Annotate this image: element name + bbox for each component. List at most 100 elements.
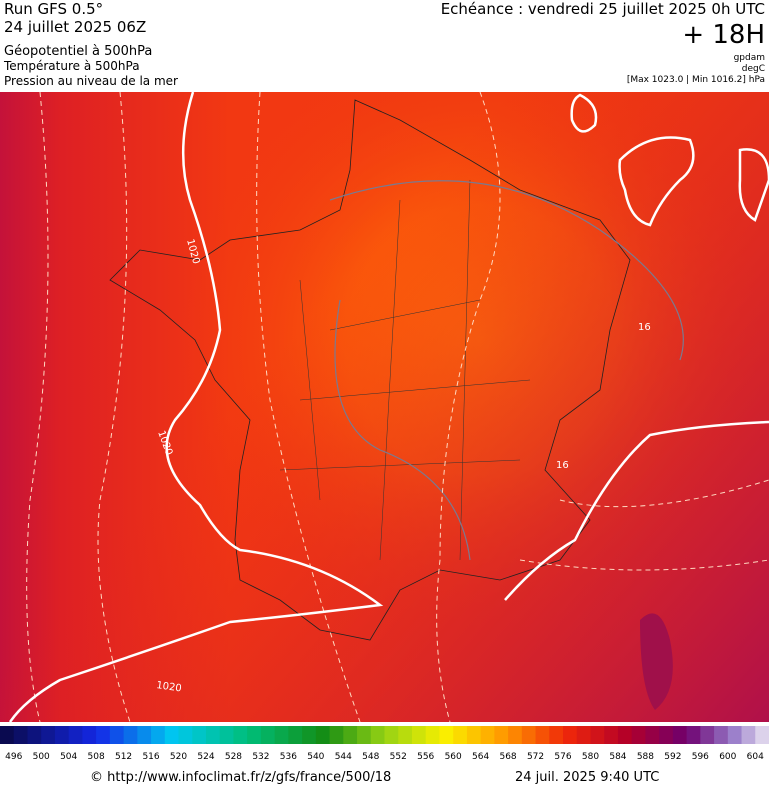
colorbar-swatch	[398, 726, 413, 744]
colorbar-swatch	[384, 726, 399, 744]
colorbar-swatch	[68, 726, 83, 744]
colorbar-swatch	[563, 726, 578, 744]
unit-2: degC	[742, 64, 765, 74]
colorbar-label: 508	[88, 752, 105, 762]
colorbar-swatch	[41, 726, 56, 744]
colorbar-label: 584	[609, 752, 626, 762]
colorbar-swatch	[315, 726, 331, 744]
colorbar-label: 520	[170, 752, 187, 762]
colorbar-swatch	[535, 726, 550, 744]
colorbar-swatch	[411, 726, 427, 744]
colorbar-swatch	[137, 726, 152, 744]
colorbar-swatch	[370, 726, 385, 744]
forecast-time: Echéance : vendredi 25 juillet 2025 0h U…	[441, 0, 765, 18]
colorbar-label: 564	[472, 752, 489, 762]
contour-label: 1020	[156, 680, 183, 694]
colorbar-swatch	[219, 726, 234, 744]
france-outline	[109, 99, 631, 641]
regions	[279, 179, 531, 561]
colorbar-swatch	[714, 726, 729, 744]
colorbar-swatch	[494, 726, 509, 744]
colorbar-label: 536	[280, 752, 297, 762]
colorbar-swatch	[508, 726, 523, 744]
colorbar-swatch	[549, 726, 564, 744]
colorbar-label: 504	[60, 752, 77, 762]
colorbar-swatch	[233, 726, 248, 744]
colorbar-swatch	[576, 726, 591, 744]
temperature-contours	[26, 92, 769, 722]
colorbar-swatch	[727, 726, 743, 744]
colorbar-label: 596	[692, 752, 709, 762]
colorbar-swatch	[686, 726, 701, 744]
colorbar-swatch	[672, 726, 688, 744]
colorbar-swatch	[617, 726, 633, 744]
unit-1: gpdam	[734, 53, 765, 63]
colorbar-label: 528	[225, 752, 242, 762]
geopotential-contours	[329, 180, 684, 561]
colorbar-label: 588	[637, 752, 654, 762]
pressure-contour	[570, 93, 598, 133]
header: Run GFS 0.5° 24 juillet 2025 06Z Géopote…	[3, 0, 765, 88]
contour-label: 16	[638, 322, 651, 333]
colorbar-swatch	[343, 726, 358, 744]
colorbar-swatch	[247, 726, 262, 744]
source: © http://www.infoclimat.fr/z/gfs/france/…	[90, 770, 391, 785]
colorbar-label: 524	[197, 752, 214, 762]
colorbar-label: 600	[719, 752, 736, 762]
colorbar-swatch	[123, 726, 138, 744]
colorbar-swatch	[260, 726, 276, 744]
lead-time: + 18H	[682, 20, 765, 50]
colorbar-swatch	[521, 726, 537, 744]
colorbar-label: 560	[445, 752, 462, 762]
colorbar-label: 580	[582, 752, 599, 762]
pressure-contour	[618, 136, 695, 227]
map: 1020 1020 1020 16 16	[0, 92, 769, 722]
colorbar-label: 568	[499, 752, 516, 762]
colorbar-label: 572	[527, 752, 544, 762]
colorbar-label: 500	[33, 752, 50, 762]
colorbar-label: 532	[252, 752, 269, 762]
colorbar-label: 496	[5, 752, 22, 762]
colorbar-swatch	[466, 726, 482, 744]
colorbar: 496 500 504 508 512 516 520 524 528 532 536 540 544 5…	[0, 726, 769, 762]
colorbar-label: 556	[417, 752, 434, 762]
colorbar-swatch	[205, 726, 221, 744]
pressure-contour	[738, 148, 769, 222]
pressure-contour	[504, 420, 769, 601]
colorbar-label: 576	[554, 752, 571, 762]
colorbar-swatch	[439, 726, 454, 744]
unit-3: [Max 1023.0 | Min 1016.2] hPa	[627, 75, 765, 85]
colorbar-swatch	[96, 726, 111, 744]
colorbar-label: 552	[390, 752, 407, 762]
colorbar-swatch	[302, 726, 317, 744]
colorbar-swatch	[453, 726, 468, 744]
colorbar-swatch	[425, 726, 440, 744]
field-2: Température à 500hPa	[3, 59, 140, 73]
colorbar-swatch	[274, 726, 289, 744]
colorbar-swatch	[109, 726, 125, 744]
contour-label: 16	[556, 460, 569, 471]
colorbar-label: 604	[747, 752, 764, 762]
field-1: Géopotentiel à 500hPa	[4, 44, 152, 59]
field-3: Pression au niveau de la mer	[4, 74, 178, 88]
colorbar-swatch	[590, 726, 605, 744]
colorbar-swatch	[178, 726, 193, 744]
colorbar-swatch	[357, 726, 372, 744]
colorbar-swatch	[604, 726, 619, 744]
colorbar-swatch	[755, 726, 769, 744]
colorbar-swatch	[164, 726, 180, 744]
colorbar-label: 512	[115, 752, 132, 762]
colorbar-label: 516	[142, 752, 159, 762]
colorbar-swatch	[480, 726, 495, 744]
colorbar-swatch	[192, 726, 207, 744]
colorbar-swatch	[329, 726, 344, 744]
colorbar-swatch	[82, 726, 97, 744]
colorbar-swatch	[741, 726, 756, 744]
colorbar-label: 540	[307, 752, 324, 762]
colorbar-swatch	[645, 726, 660, 744]
colorbar-swatch	[631, 726, 646, 744]
colorbar-swatch	[27, 726, 42, 744]
timestamp: 24 juil. 2025 9:40 UTC	[515, 770, 659, 785]
colorbar-label: 548	[362, 752, 379, 762]
